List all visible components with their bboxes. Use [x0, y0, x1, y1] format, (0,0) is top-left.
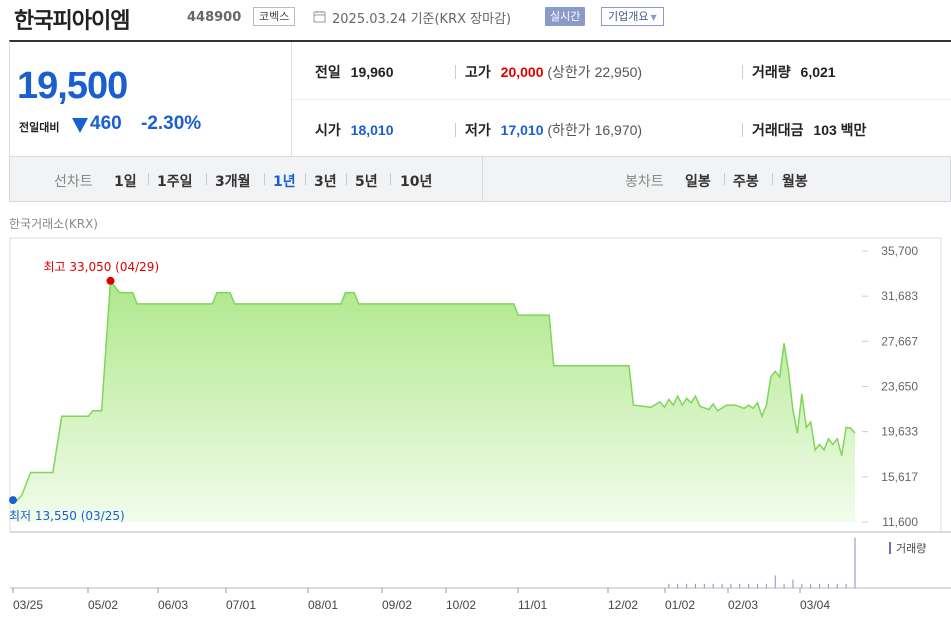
stat-prev-value: 19,960: [350, 64, 394, 80]
x-tick-label: 03/04: [800, 598, 830, 612]
candle-chart-label: 봉차트: [625, 174, 664, 190]
tab-5y[interactable]: 5년: [355, 174, 378, 190]
stat-low-value: 17,010: [500, 122, 544, 138]
separator: [742, 123, 743, 137]
separator: [455, 123, 456, 137]
stat-volume-label: 거래량: [752, 64, 791, 80]
stat-high-value: 20,000: [500, 64, 544, 80]
price-line: [13, 278, 856, 501]
volume-legend: 거래량: [896, 542, 926, 555]
stat-open-label: 시가: [315, 122, 341, 138]
exchange-label: 한국거래소(KRX): [9, 217, 98, 231]
calendar-icon: [313, 11, 326, 23]
stat-amount-value: 103: [813, 122, 837, 138]
tab-3y[interactable]: 3년: [314, 174, 337, 190]
line-chart-label: 선차트: [54, 174, 93, 190]
stat-prev: 전일 19,960: [315, 62, 393, 82]
y-tick-label: 31,683: [881, 289, 918, 303]
y-tick-label: 23,650: [881, 380, 918, 394]
stock-code: 448900: [187, 10, 242, 25]
separator: [742, 65, 743, 79]
x-tick-label: 12/02: [608, 598, 638, 612]
company-info-button[interactable]: 기업개요 ▼: [601, 7, 664, 26]
tab-weekly[interactable]: 주봉: [733, 174, 759, 190]
x-tick-label: 06/03: [158, 598, 188, 612]
stat-low-label: 저가: [465, 122, 491, 138]
tab-1y[interactable]: 1년: [273, 174, 296, 190]
tab-separator: [390, 173, 391, 185]
divider: [291, 42, 292, 157]
change-label: 전일대비: [19, 121, 60, 134]
tab-separator: [305, 173, 306, 185]
chart-period-tabs: 선차트 1일 1주일 3개월 1년 3년 5년 10년 봉차트 일봉 주봉 월봉: [9, 157, 951, 202]
change-rate: -2.30%: [141, 113, 202, 134]
tab-1d[interactable]: 1일: [114, 174, 137, 190]
header: 한국피아이엠 448900 코벡스 2025.03.24 기준(KRX 장마감)…: [0, 0, 951, 36]
company-name: 한국피아이엠: [14, 9, 130, 34]
y-tick-label: 35,700: [881, 244, 918, 258]
stat-volume-value: 6,021: [800, 64, 836, 80]
x-tick-label: 02/03: [728, 598, 758, 612]
stat-lower-limit: (하한가 16,970): [547, 122, 643, 138]
stat-volume: 거래량 6,021: [752, 62, 836, 82]
date-text: 2025.03.24 기준(KRX 장마감): [332, 12, 512, 27]
tab-separator: [264, 173, 265, 185]
price-chart: 35,700 31,683 27,667 23,650 19,633 15,617 11,6…: [9, 237, 951, 612]
x-tick-label: 11/01: [518, 598, 547, 612]
y-tick-label: 27,667: [881, 334, 918, 348]
volume-legend-swatch: [889, 542, 891, 554]
stat-upper-limit: (상한가 22,950): [547, 64, 643, 80]
tab-3m[interactable]: 3개월: [215, 174, 251, 190]
price-summary: 19,500 전일대비 460 -2.30% 전일 19,960 고가 20,0…: [9, 40, 951, 157]
min-marker: [9, 496, 17, 505]
tab-separator: [772, 173, 773, 185]
tab-daily[interactable]: 일봉: [685, 174, 711, 190]
row-divider: [292, 99, 951, 100]
market-badge: 코벡스: [253, 7, 296, 26]
max-marker: [106, 276, 115, 285]
stat-amount: 거래대금 103 백만: [752, 120, 866, 140]
chevron-down-icon: ▼: [650, 13, 657, 22]
stat-prev-label: 전일: [315, 64, 341, 80]
company-info-label: 기업개요: [608, 10, 649, 23]
stat-low: 저가 17,010 (하한가 16,970): [465, 120, 642, 140]
x-tick-label: 09/02: [382, 598, 412, 612]
separator: [455, 65, 456, 79]
current-price: 19,500: [17, 65, 128, 107]
price-area: [13, 280, 855, 522]
tab-separator: [206, 173, 207, 185]
x-tick-label: 05/02: [88, 598, 118, 612]
x-tick-label: 10/02: [446, 598, 476, 612]
stat-amount-unit: 백만: [840, 122, 867, 138]
realtime-button[interactable]: 실시간: [545, 7, 586, 26]
x-tick-label: 01/02: [665, 598, 695, 612]
stat-high-label: 고가: [465, 64, 491, 80]
stat-open: 시가 18,010: [315, 120, 393, 140]
tab-10y[interactable]: 10년: [400, 174, 433, 190]
stat-high: 고가 20,000 (상한가 22,950): [465, 62, 642, 82]
change-value: 460: [90, 113, 122, 134]
tab-separator: [148, 173, 149, 185]
stat-open-value: 18,010: [350, 122, 394, 138]
tab-separator: [724, 173, 725, 185]
stat-amount-label: 거래대금: [752, 122, 804, 138]
tab-separator: [346, 173, 347, 185]
tabbar-divider: [482, 157, 483, 201]
x-tick-label: 07/01: [226, 598, 256, 612]
max-label: 최고 33,050 (04/29): [43, 260, 159, 274]
y-tick-label: 19,633: [881, 425, 918, 439]
y-tick-label: 11,600: [882, 515, 918, 529]
y-tick-label: 15,617: [881, 470, 918, 484]
down-triangle-icon: [72, 118, 88, 133]
tab-1w[interactable]: 1주일: [157, 174, 193, 190]
x-tick-label: 08/01: [308, 598, 338, 612]
min-label: 최저 13,550 (03/25): [9, 509, 125, 523]
tab-monthly[interactable]: 월봉: [782, 174, 808, 190]
x-tick-label: 03/25: [13, 598, 43, 612]
